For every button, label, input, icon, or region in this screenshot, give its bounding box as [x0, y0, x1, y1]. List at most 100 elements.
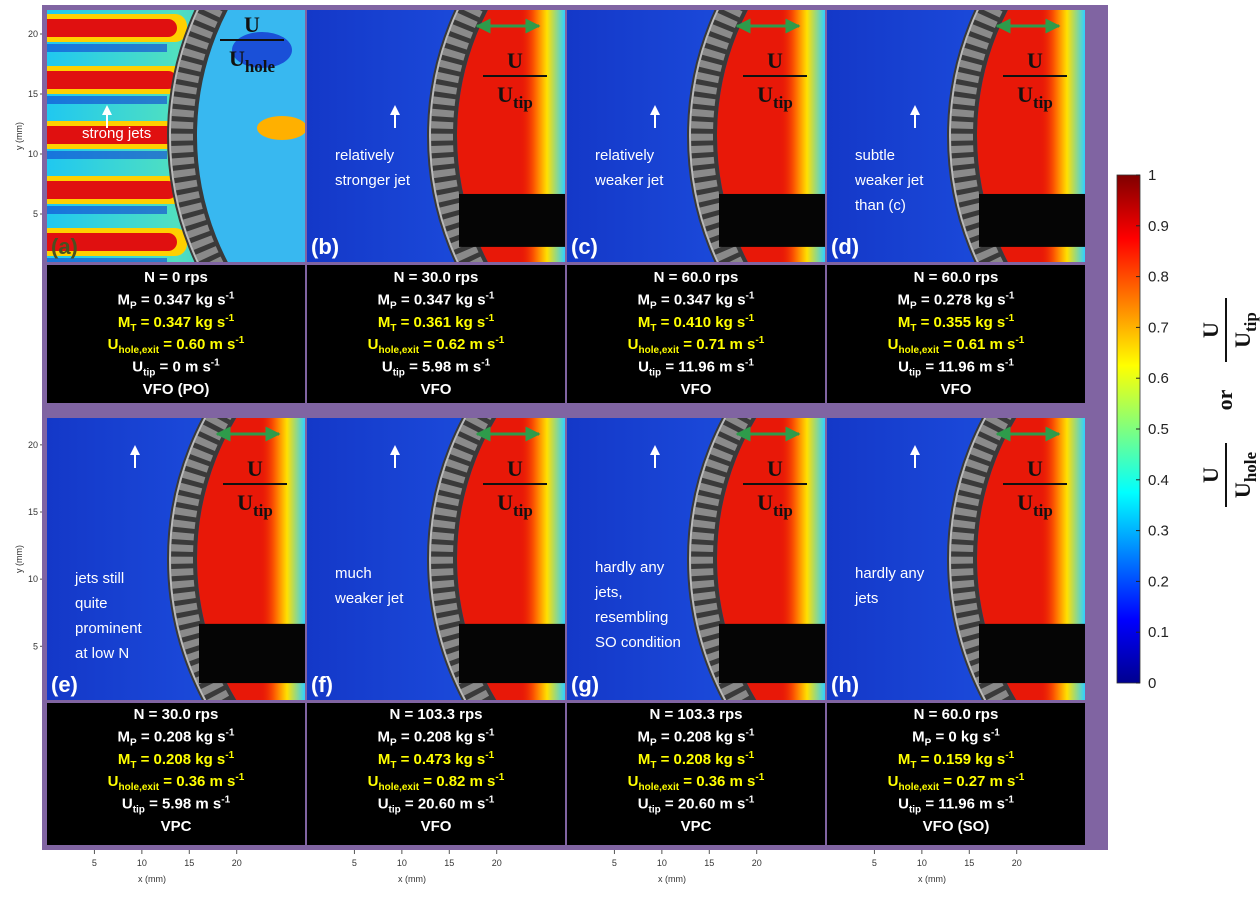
- info-text: U: [638, 359, 649, 376]
- subscript: hole,exit: [639, 345, 680, 356]
- y-axis-label: y (mm): [14, 545, 24, 573]
- info-text: M: [898, 751, 911, 768]
- x-tick-label: 10: [137, 858, 147, 868]
- fraction-den: Utip: [497, 82, 533, 112]
- info-line: Utip = 5.98 m s-1: [122, 795, 231, 816]
- superscript: -1: [755, 772, 764, 783]
- ring-edge: [429, 418, 467, 700]
- info-box: [307, 265, 565, 403]
- info-line: MT = 0.410 kg s-1: [638, 313, 755, 334]
- panel-label: (e): [51, 672, 78, 697]
- info-line: N = 103.3 rps: [650, 706, 743, 723]
- info-text: M: [378, 314, 391, 331]
- subscript: P: [130, 737, 137, 748]
- subscript: T: [650, 323, 656, 334]
- superscript: -1: [211, 358, 220, 369]
- ring-edge: [689, 10, 719, 262]
- annotation: much: [335, 565, 372, 582]
- superscript: -1: [486, 290, 495, 301]
- info-text: = 0.36 m s: [159, 773, 235, 790]
- y-tick-label: 20: [28, 29, 38, 39]
- x-tick-label: 20: [1012, 858, 1022, 868]
- blocked-area: [459, 193, 565, 247]
- info-text: N = 60.0 rps: [914, 706, 999, 723]
- subscript: P: [390, 300, 397, 311]
- y-tick-label: 5: [33, 209, 38, 219]
- info-line: Utip = 11.96 m s-1: [898, 358, 1014, 379]
- ring-teeth: [951, 10, 1004, 262]
- info-text: = 5.98 m s: [405, 359, 481, 376]
- info-text: U: [898, 359, 909, 376]
- info-line: Uhole,exit = 0.36 m s-1: [628, 772, 765, 793]
- info-text: = 0.71 m s: [679, 336, 755, 353]
- info-text: VPC: [681, 818, 712, 835]
- info-line: N = 60.0 rps: [914, 706, 999, 723]
- annotation: prominent: [75, 620, 143, 637]
- info-box: [47, 265, 305, 403]
- subscript: P: [130, 300, 137, 311]
- x-tick-label: 20: [492, 858, 502, 868]
- info-text: VFO: [941, 381, 972, 398]
- info-text: VFO: [681, 381, 712, 398]
- info-text: U: [368, 336, 379, 353]
- superscript: -1: [755, 335, 764, 346]
- subscript: T: [650, 760, 656, 771]
- info-text: = 11.96 m s: [921, 796, 1005, 813]
- panel-label: (g): [571, 672, 599, 697]
- superscript: -1: [226, 290, 235, 301]
- den-main: U: [1230, 482, 1255, 498]
- fraction-num: U: [507, 456, 523, 481]
- blocked-area: [719, 193, 825, 247]
- subscript: T: [390, 323, 396, 334]
- info-text: M: [638, 751, 651, 768]
- info-line: MT = 0.361 kg s-1: [378, 313, 495, 334]
- subscript: P: [910, 300, 917, 311]
- fraction-den: Utip: [757, 82, 793, 112]
- x-axis-label: x (mm): [918, 874, 946, 884]
- superscript: -1: [221, 795, 230, 806]
- info-line: N = 60.0 rps: [914, 269, 999, 286]
- colorbar-tick-label: 0: [1148, 675, 1156, 692]
- subscript: tip: [909, 368, 921, 379]
- colorbar-tick-label: 0.3: [1148, 523, 1169, 540]
- info-box: [307, 703, 565, 845]
- y-tick-label: 10: [28, 149, 38, 159]
- flow-field: [47, 10, 305, 262]
- subscript: tip: [143, 368, 155, 379]
- den-main: U: [757, 490, 773, 515]
- y-tick-label: 10: [28, 574, 38, 584]
- y-tick-label: 15: [28, 89, 38, 99]
- superscript: -1: [1006, 290, 1015, 301]
- colorbar-tick-label: 0.2: [1148, 573, 1169, 590]
- subscript: tip: [909, 805, 921, 816]
- info-text: M: [638, 291, 651, 308]
- blocked-area: [719, 623, 825, 684]
- den-sub: tip: [513, 501, 533, 520]
- colorbar-tick-label: 0.7: [1148, 319, 1169, 336]
- info-line: Uhole,exit = 0.62 m s-1: [368, 335, 505, 356]
- superscript: -1: [1005, 795, 1014, 806]
- info-text: = 0.347 kg s: [657, 291, 746, 308]
- info-text: = 0.347 kg s: [397, 291, 486, 308]
- info-text: = 11.96 m s: [921, 359, 1005, 376]
- blocked-area: [979, 623, 1085, 684]
- panel-label: (c): [571, 234, 598, 259]
- subscript: tip: [649, 368, 661, 379]
- panel-label: (b): [311, 234, 339, 259]
- y-tick-label: 15: [28, 507, 38, 517]
- ring-teeth: [171, 418, 232, 700]
- ring-teeth: [431, 10, 484, 262]
- info-text: VFO: [421, 381, 452, 398]
- annotation: weaker jet: [334, 590, 404, 607]
- info-line: Uhole,exit = 0.27 m s-1: [888, 772, 1025, 793]
- info-text: = 0.61 m s: [939, 336, 1015, 353]
- superscript: -1: [225, 750, 234, 761]
- info-text: U: [368, 773, 379, 790]
- fraction-den: Uhole: [229, 46, 276, 76]
- info-line: Utip = 11.96 m s-1: [898, 795, 1014, 816]
- jet: [47, 181, 177, 199]
